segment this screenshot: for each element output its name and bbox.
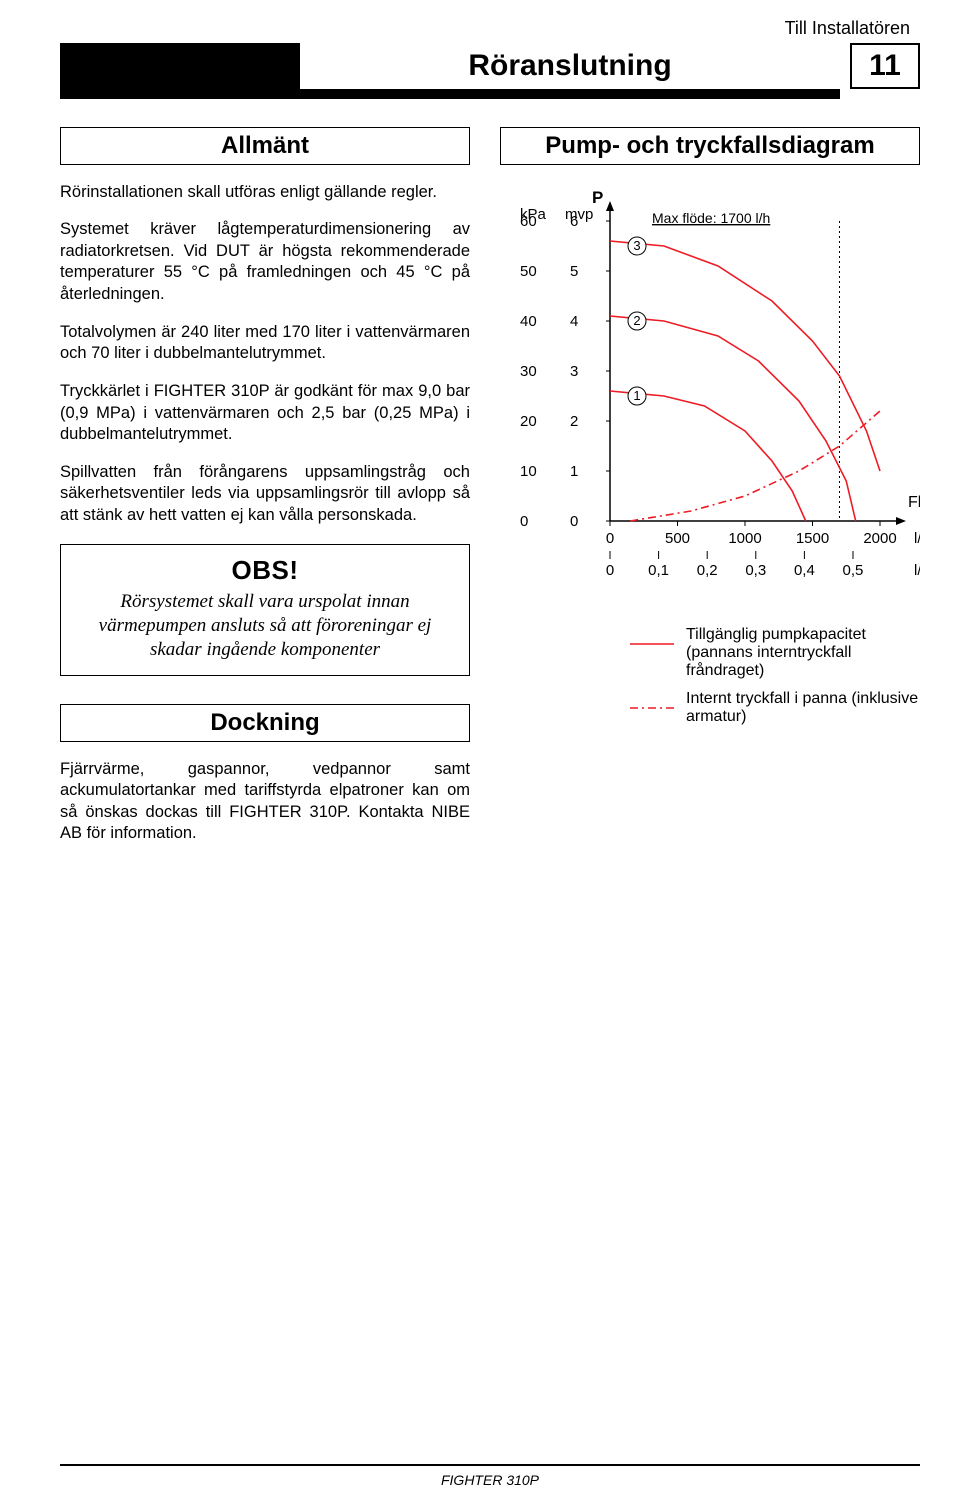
svg-text:10: 10 — [520, 463, 537, 480]
title-row: Röranslutning 11 — [60, 43, 920, 89]
svg-text:2000: 2000 — [863, 530, 896, 547]
svg-text:1500: 1500 — [796, 530, 829, 547]
svg-text:3: 3 — [570, 363, 578, 380]
footer-model: FIGHTER 310P — [60, 1472, 920, 1488]
left-column: Allmänt Rörinstallationen skall utföras … — [60, 127, 470, 851]
chart-svg: PkPamvp606505404303202101000500100015002… — [500, 181, 920, 611]
notice-box: OBS! Rörsystemet skall vara urspolat inn… — [60, 544, 470, 676]
svg-text:40: 40 — [520, 313, 537, 330]
svg-text:0: 0 — [606, 562, 614, 579]
svg-text:2: 2 — [633, 313, 640, 328]
legend-line-dashed — [630, 690, 674, 716]
svg-text:Flöde: Flöde — [908, 494, 920, 511]
paragraph: Fjärrvärme, gaspannor, vedpannor samt ac… — [60, 759, 470, 845]
audience-label: Till Installatören — [60, 18, 920, 39]
paragraph: Spillvatten från förångarens uppsamlings… — [60, 462, 470, 526]
svg-text:500: 500 — [665, 530, 690, 547]
svg-text:l/s: l/s — [914, 562, 920, 579]
svg-text:4: 4 — [570, 313, 578, 330]
svg-text:3: 3 — [633, 238, 640, 253]
legend-text: Internt tryckfall i panna (inklusive arm… — [686, 690, 920, 726]
svg-text:6: 6 — [570, 213, 578, 230]
svg-text:1000: 1000 — [728, 530, 761, 547]
section-allmant: Allmänt — [60, 127, 470, 165]
svg-text:0: 0 — [606, 530, 614, 547]
legend-pump: Tillgänglig pumpkapacitet (pannans inter… — [500, 626, 920, 680]
svg-text:50: 50 — [520, 263, 537, 280]
paragraph: Tryckkärlet i FIGHTER 310P är godkänt fö… — [60, 381, 470, 445]
section-dockning: Dockning — [60, 704, 470, 742]
right-column: Pump- och tryckfallsdiagram PkPamvp60650… — [500, 127, 920, 851]
legend-line-solid — [630, 626, 674, 652]
title-underline — [60, 89, 840, 99]
paragraph: Rörinstallationen skall utföras enligt g… — [60, 182, 470, 203]
section-chart-title: Pump- och tryckfallsdiagram — [500, 127, 920, 165]
page-number: 11 — [850, 43, 920, 89]
svg-text:0,4: 0,4 — [794, 562, 815, 579]
svg-text:P: P — [592, 188, 603, 207]
svg-text:5: 5 — [570, 263, 578, 280]
title-bar-left — [60, 43, 300, 89]
svg-text:0,2: 0,2 — [697, 562, 718, 579]
paragraph: Systemet kräver lågtemperaturdimensioner… — [60, 219, 470, 305]
svg-text:1: 1 — [570, 463, 578, 480]
svg-text:1: 1 — [633, 388, 640, 403]
svg-text:l/h: l/h — [914, 530, 920, 547]
svg-text:20: 20 — [520, 413, 537, 430]
legend-internal: Internt tryckfall i panna (inklusive arm… — [500, 690, 920, 726]
svg-text:0,5: 0,5 — [843, 562, 864, 579]
pump-chart: PkPamvp606505404303202101000500100015002… — [500, 181, 920, 616]
svg-text:0,1: 0,1 — [648, 562, 669, 579]
paragraph: Totalvolymen är 240 liter med 170 liter … — [60, 322, 470, 365]
svg-text:60: 60 — [520, 213, 537, 230]
page-title: Röranslutning — [300, 43, 840, 89]
svg-text:0: 0 — [570, 513, 578, 530]
svg-text:0: 0 — [520, 513, 528, 530]
svg-text:30: 30 — [520, 363, 537, 380]
notice-title: OBS! — [79, 555, 451, 586]
svg-text:2: 2 — [570, 413, 578, 430]
legend-text: Tillgänglig pumpkapacitet (pannans inter… — [686, 626, 920, 680]
notice-body: Rörsystemet skall vara urspolat innan vä… — [79, 590, 451, 661]
footer: FIGHTER 310P — [60, 1464, 920, 1468]
svg-text:0,3: 0,3 — [745, 562, 766, 579]
svg-text:Max flöde: 1700 l/h: Max flöde: 1700 l/h — [652, 210, 770, 226]
